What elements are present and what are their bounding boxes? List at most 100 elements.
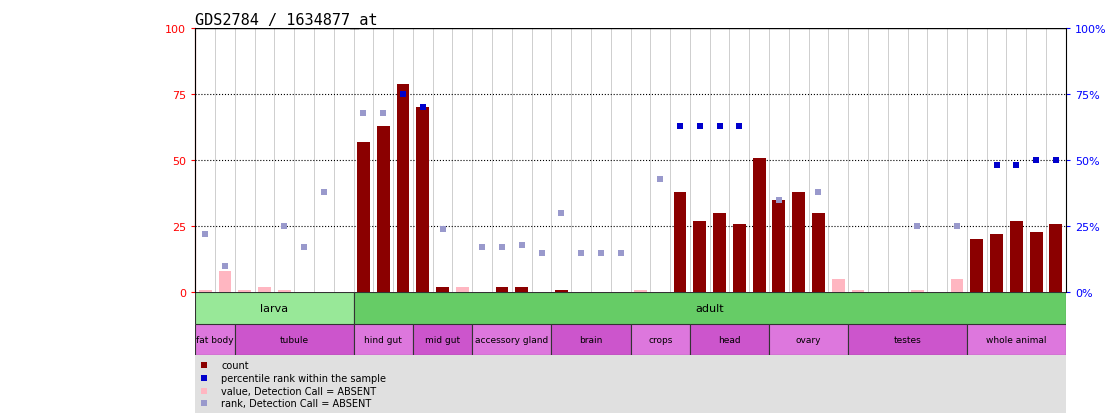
Bar	[772, 200, 786, 293]
Bar	[730, 293, 749, 413]
Bar	[1049, 224, 1062, 293]
Bar	[690, 293, 710, 413]
Bar	[354, 324, 413, 355]
Bar	[571, 293, 591, 413]
Bar	[907, 293, 927, 413]
Bar	[591, 293, 610, 413]
Bar	[377, 126, 389, 293]
Bar	[634, 290, 647, 293]
Bar	[852, 290, 865, 293]
Text: value, Detection Call = ABSENT: value, Detection Call = ABSENT	[221, 386, 376, 396]
Bar	[789, 293, 809, 413]
Bar	[812, 214, 825, 293]
Text: hind gut: hind gut	[364, 335, 402, 344]
Bar	[314, 293, 334, 413]
Bar	[357, 142, 369, 293]
Text: fat body: fat body	[196, 335, 234, 344]
Bar	[713, 266, 727, 293]
Text: crops: crops	[648, 335, 673, 344]
Bar	[651, 293, 670, 413]
Bar	[195, 293, 354, 324]
Bar	[831, 280, 845, 293]
Bar	[234, 293, 254, 413]
Bar	[254, 293, 275, 413]
Bar	[452, 293, 472, 413]
Bar	[354, 293, 374, 413]
Bar	[275, 293, 295, 413]
Bar	[966, 293, 987, 413]
Bar	[258, 287, 271, 293]
Bar	[927, 293, 947, 413]
Bar	[551, 293, 571, 413]
Bar	[413, 324, 472, 355]
Bar	[1027, 293, 1046, 413]
Bar	[492, 293, 512, 413]
Bar	[219, 272, 231, 293]
Bar	[769, 293, 789, 413]
Text: larva: larva	[260, 303, 289, 313]
Bar	[674, 192, 686, 293]
Bar	[752, 158, 766, 293]
Bar	[868, 293, 887, 413]
Bar	[690, 324, 769, 355]
Bar	[951, 280, 963, 293]
Text: whole animal: whole animal	[987, 335, 1047, 344]
Bar	[828, 293, 848, 413]
Bar	[733, 224, 745, 293]
Bar	[1010, 221, 1022, 293]
Bar	[234, 324, 354, 355]
Text: head: head	[718, 335, 741, 344]
Bar	[433, 293, 452, 413]
Bar	[631, 324, 690, 355]
Bar	[393, 293, 413, 413]
Bar	[693, 221, 706, 293]
Bar	[1030, 232, 1042, 293]
Bar	[334, 293, 354, 413]
Bar	[812, 274, 825, 293]
Bar	[670, 293, 690, 413]
Text: mid gut: mid gut	[425, 335, 460, 344]
Bar	[516, 287, 528, 293]
Bar	[631, 293, 651, 413]
Bar	[516, 287, 528, 293]
Bar	[610, 293, 631, 413]
Bar	[749, 293, 769, 413]
Bar	[195, 293, 215, 413]
Bar	[195, 324, 234, 355]
Text: tubule: tubule	[280, 335, 309, 344]
Bar	[990, 235, 1003, 293]
Bar	[887, 293, 907, 413]
Bar	[848, 324, 966, 355]
Text: brain: brain	[579, 335, 603, 344]
Bar	[555, 290, 568, 293]
Bar	[1007, 293, 1027, 413]
Bar	[911, 290, 924, 293]
Bar	[987, 293, 1007, 413]
Bar	[239, 290, 251, 293]
Text: GDS2784 / 1634877_at: GDS2784 / 1634877_at	[195, 13, 378, 29]
Bar	[551, 324, 631, 355]
Text: adult: adult	[695, 303, 724, 313]
Text: count: count	[221, 360, 249, 370]
Text: testes: testes	[894, 335, 922, 344]
Bar	[199, 290, 212, 293]
Bar	[792, 192, 805, 293]
Bar	[472, 293, 492, 413]
Bar	[413, 293, 433, 413]
Text: accessory gland: accessory gland	[475, 335, 548, 344]
Bar	[512, 293, 531, 413]
Bar	[713, 214, 727, 293]
Text: rank, Detection Call = ABSENT: rank, Detection Call = ABSENT	[221, 399, 372, 408]
Bar	[531, 293, 551, 413]
Bar	[970, 240, 983, 293]
Bar	[295, 293, 314, 413]
Bar	[809, 293, 828, 413]
Bar	[278, 290, 291, 293]
Bar	[416, 108, 430, 293]
Bar	[374, 293, 393, 413]
Bar	[1046, 293, 1066, 413]
Bar	[354, 293, 1066, 324]
Bar	[710, 293, 730, 413]
Bar	[396, 84, 410, 293]
Bar	[769, 324, 848, 355]
